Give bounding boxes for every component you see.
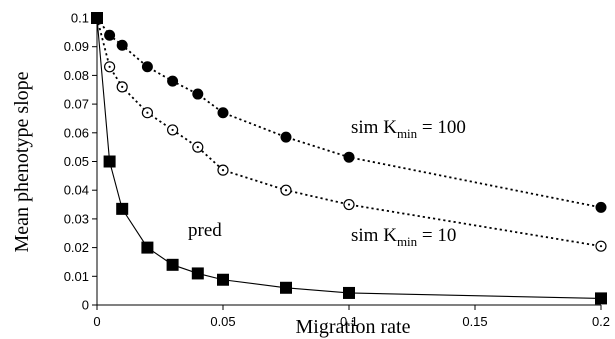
y-tick-label: 0.02: [64, 240, 89, 255]
point-pred: [166, 258, 179, 271]
y-tick-label: 0.08: [64, 68, 89, 83]
ticks: 0 0.01 0.02 0.03 0.04 0.05 0.06 0.07 0.08 0.09 0.1…: [64, 11, 610, 330]
point-sim-kmin-10-dot: [221, 169, 225, 172]
y-tick-label: 0.1: [71, 11, 89, 26]
point-sim-kmin-10-dot: [108, 65, 111, 68]
point-pred: [116, 202, 129, 215]
point-sim-kmin-100: [595, 201, 607, 213]
x-tick-label: 0: [93, 314, 100, 329]
series-line-sim-kmin-10: [96, 17, 602, 248]
x-tick-label: 0.2: [592, 314, 610, 329]
point-sim-kmin-10: [167, 124, 179, 136]
point-sim-kmin-10-dot: [121, 85, 124, 88]
y-tick-label: 0.05: [64, 154, 89, 169]
series-lines: [96, 17, 602, 299]
x-tick-label: 0.05: [210, 314, 235, 329]
annotation-sim-kmin-10-sub: min: [397, 234, 418, 249]
point-sim-kmin-10: [343, 198, 355, 211]
point-sim-kmin-10: [141, 107, 153, 119]
annotation-sim-kmin-10: sim Kmin = 10: [351, 225, 456, 249]
point-sim-kmin-10: [103, 61, 116, 73]
y-tick-label: 0.07: [64, 97, 89, 112]
point-sim-kmin-100: [116, 39, 128, 51]
point-pred: [343, 286, 355, 299]
point-sim-kmin-100: [343, 151, 355, 163]
point-sim-kmin-100: [192, 88, 204, 100]
x-tick-label: 0.1: [340, 314, 358, 329]
y-tick-label: 0.04: [64, 183, 89, 198]
point-sim-kmin-10: [217, 164, 229, 176]
annotation-sim-kmin-100-sub: min: [397, 126, 418, 141]
point-sim-kmin-10: [192, 141, 204, 153]
point-sim-kmin-100: [167, 75, 179, 87]
annotation-pred: pred: [188, 220, 222, 241]
y-tick-label: 0.06: [64, 125, 89, 140]
annotation-sim-kmin-100-value: = 100: [417, 117, 466, 138]
point-sim-kmin-100: [280, 131, 292, 143]
series-markers: [91, 12, 607, 305]
point-sim-kmin-10: [280, 184, 292, 196]
series-line-sim-kmin-100: [96, 17, 602, 209]
point-pred: [280, 281, 292, 294]
point-sim-kmin-10-dot: [347, 203, 351, 206]
point-pred: [191, 267, 204, 280]
point-sim-kmin-10-dot: [146, 111, 149, 114]
y-tick-label: 0: [82, 298, 89, 313]
y-tick-label: 0.01: [64, 269, 89, 284]
y-axis-title: Mean phenotype slope: [11, 71, 33, 252]
point-sim-kmin-100: [217, 107, 229, 119]
x-tick-label: 0.15: [462, 314, 487, 329]
point-pred: [595, 292, 607, 305]
point-sim-kmin-10: [116, 81, 128, 93]
point-pred: [103, 155, 116, 168]
x-axis-title: Migration rate: [296, 316, 411, 338]
annotation-sim-kmin-100: sim Kmin = 100: [351, 117, 466, 141]
point-pred: [141, 241, 154, 254]
point-sim-kmin-10-dot: [196, 146, 199, 149]
y-tick-label: 0.03: [64, 211, 89, 226]
point-sim-kmin-10-dot: [284, 189, 288, 192]
annotation-sim-kmin-10-main: sim K: [351, 225, 397, 246]
point-sim-kmin-100: [104, 29, 116, 41]
point-sim-kmin-10: [595, 240, 607, 252]
point-sim-kmin-10-dot: [599, 245, 603, 248]
y-tick-label: 0.09: [64, 39, 89, 54]
annotation-sim-kmin-10-value: = 10: [417, 225, 456, 246]
point-sim-kmin-10-dot: [171, 128, 174, 132]
series-line-pred: [96, 17, 602, 299]
point-pred: [91, 12, 103, 24]
point-sim-kmin-100: [141, 61, 153, 73]
point-pred: [217, 273, 229, 286]
annotation-sim-kmin-100-main: sim K: [351, 117, 397, 138]
